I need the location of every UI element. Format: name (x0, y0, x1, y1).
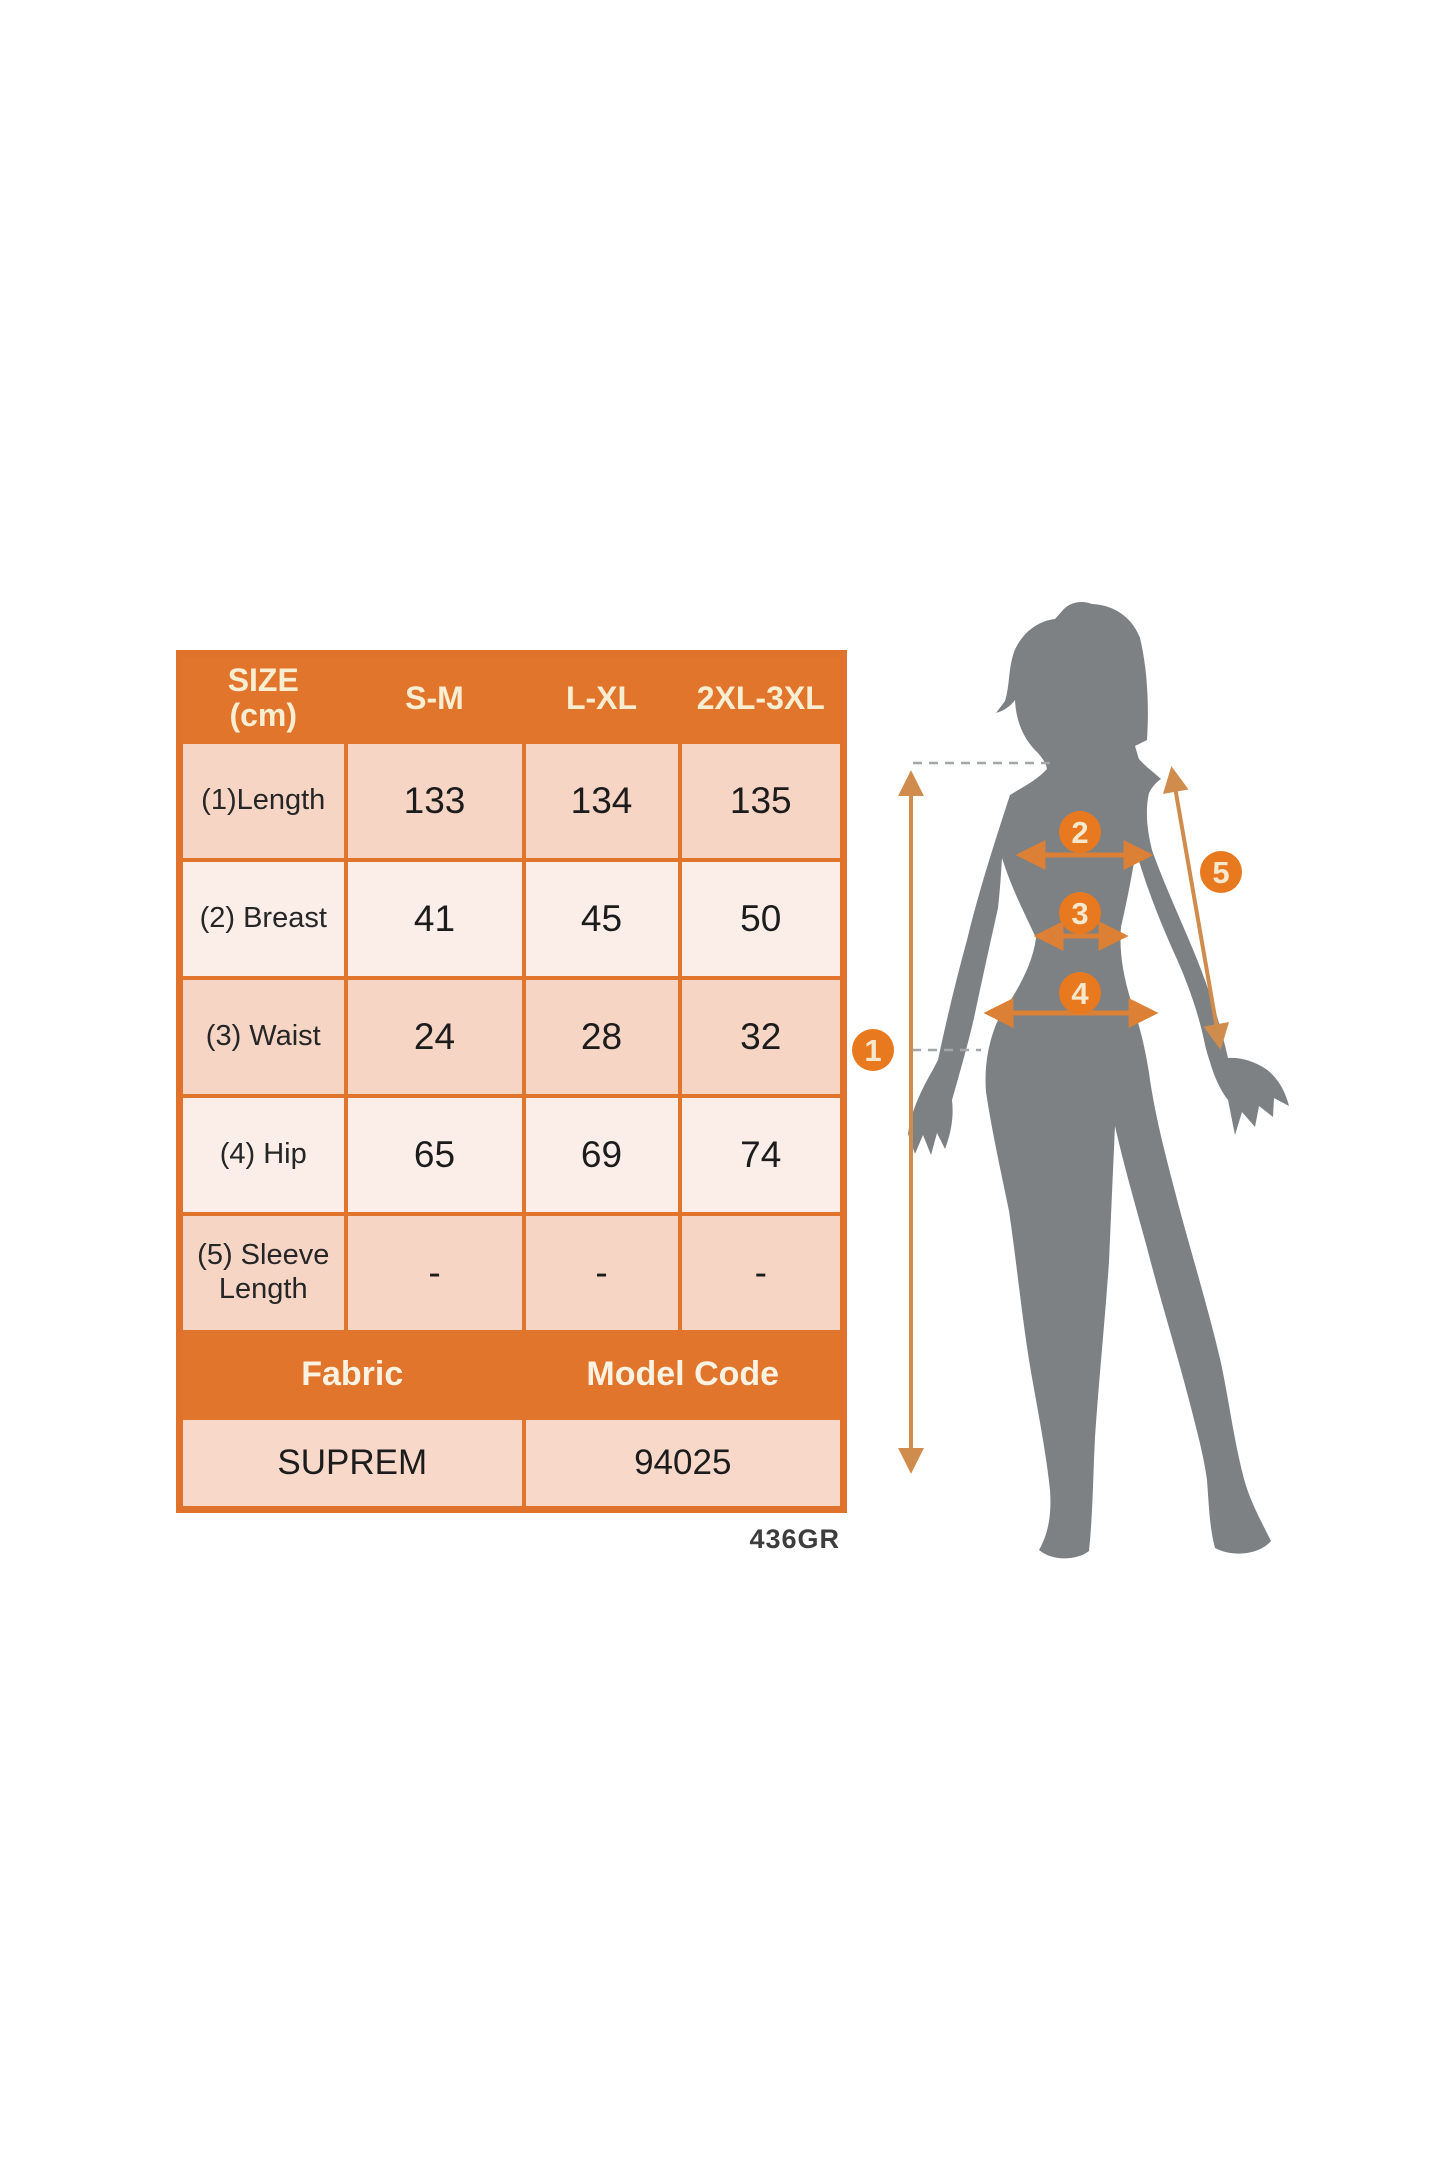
measurement-value: 133 (343, 739, 526, 862)
measurement-label: (1)Length (177, 739, 348, 862)
marker-4-number: 4 (1071, 976, 1089, 1011)
table-row-hip: (4) Hip 65 69 74 (177, 1093, 846, 1216)
marker-2: 2 (1059, 811, 1101, 853)
model-code-header-cell: Model Code (521, 1329, 846, 1420)
marker-2-number: 2 (1071, 815, 1088, 850)
measurement-label: (4) Hip (177, 1093, 348, 1216)
measurement-label: (2) Breast (177, 857, 348, 980)
measurement-value: 24 (343, 975, 526, 1098)
measurement-value: - (677, 1211, 846, 1334)
table-row-waist: (3) Waist 24 28 32 (177, 975, 846, 1098)
measurement-value: 134 (521, 739, 682, 862)
fabric-value-cell: SUPREM (177, 1415, 526, 1512)
size-table-header-row: SIZE (cm) S-M L-XL 2XL-3XL (177, 651, 846, 744)
female-silhouette (908, 602, 1289, 1559)
table-row-length: (1)Length 133 134 135 (177, 739, 846, 862)
size-col-header-lxl: L-XL (521, 651, 682, 744)
marker-4: 4 (1059, 972, 1101, 1014)
measurement-value: - (521, 1211, 682, 1334)
body-measurement-diagram: 1 2 3 4 5 (852, 602, 1289, 1559)
fabric-model-values-row: SUPREM 94025 (177, 1415, 846, 1512)
fabric-header-cell: Fabric (177, 1329, 526, 1420)
measurement-value: 41 (343, 857, 526, 980)
measurement-value: 135 (677, 739, 846, 862)
measurement-label: (3) Waist (177, 975, 348, 1098)
measurement-value: 74 (677, 1093, 846, 1216)
marker-5: 5 (1200, 851, 1242, 893)
sleeve-arrow (1162, 766, 1230, 1050)
size-unit-line2: (cm) (229, 697, 298, 734)
measurement-value: 69 (521, 1093, 682, 1216)
model-code-value-cell: 94025 (521, 1415, 846, 1512)
marker-3: 3 (1059, 892, 1101, 934)
marker-3-number: 3 (1071, 896, 1088, 931)
marker-5-circle (1200, 851, 1242, 893)
size-col-header-sm: S-M (343, 651, 526, 744)
size-unit-header: SIZE (cm) (177, 651, 348, 744)
fabric-model-header-row: Fabric Model Code (177, 1329, 846, 1420)
table-row-breast: (2) Breast 41 45 50 (177, 857, 846, 980)
measurement-value: 28 (521, 975, 682, 1098)
measurement-value: - (343, 1211, 526, 1334)
marker-1-circle (852, 1029, 894, 1071)
size-table: SIZE (cm) S-M L-XL 2XL-3XL (1)Length 133… (176, 650, 847, 1513)
variant-code-note: 436GR (749, 1524, 840, 1554)
marker-3-circle (1059, 892, 1101, 934)
marker-5-number: 5 (1212, 855, 1229, 890)
measurement-value: 45 (521, 857, 682, 980)
table-row-sleeve-length: (5) Sleeve Length - - - (177, 1211, 846, 1334)
size-unit-line1: SIZE (227, 662, 299, 699)
measurement-label: (5) Sleeve Length (177, 1211, 348, 1334)
marker-1: 1 (852, 1029, 894, 1071)
measurement-value: 65 (343, 1093, 526, 1216)
measurement-value: 32 (677, 975, 846, 1098)
marker-1-number: 1 (864, 1033, 881, 1068)
marker-2-circle (1059, 811, 1101, 853)
size-col-header-2xl3xl: 2XL-3XL (677, 651, 846, 744)
measurement-value: 50 (677, 857, 846, 980)
marker-4-circle (1059, 972, 1101, 1014)
